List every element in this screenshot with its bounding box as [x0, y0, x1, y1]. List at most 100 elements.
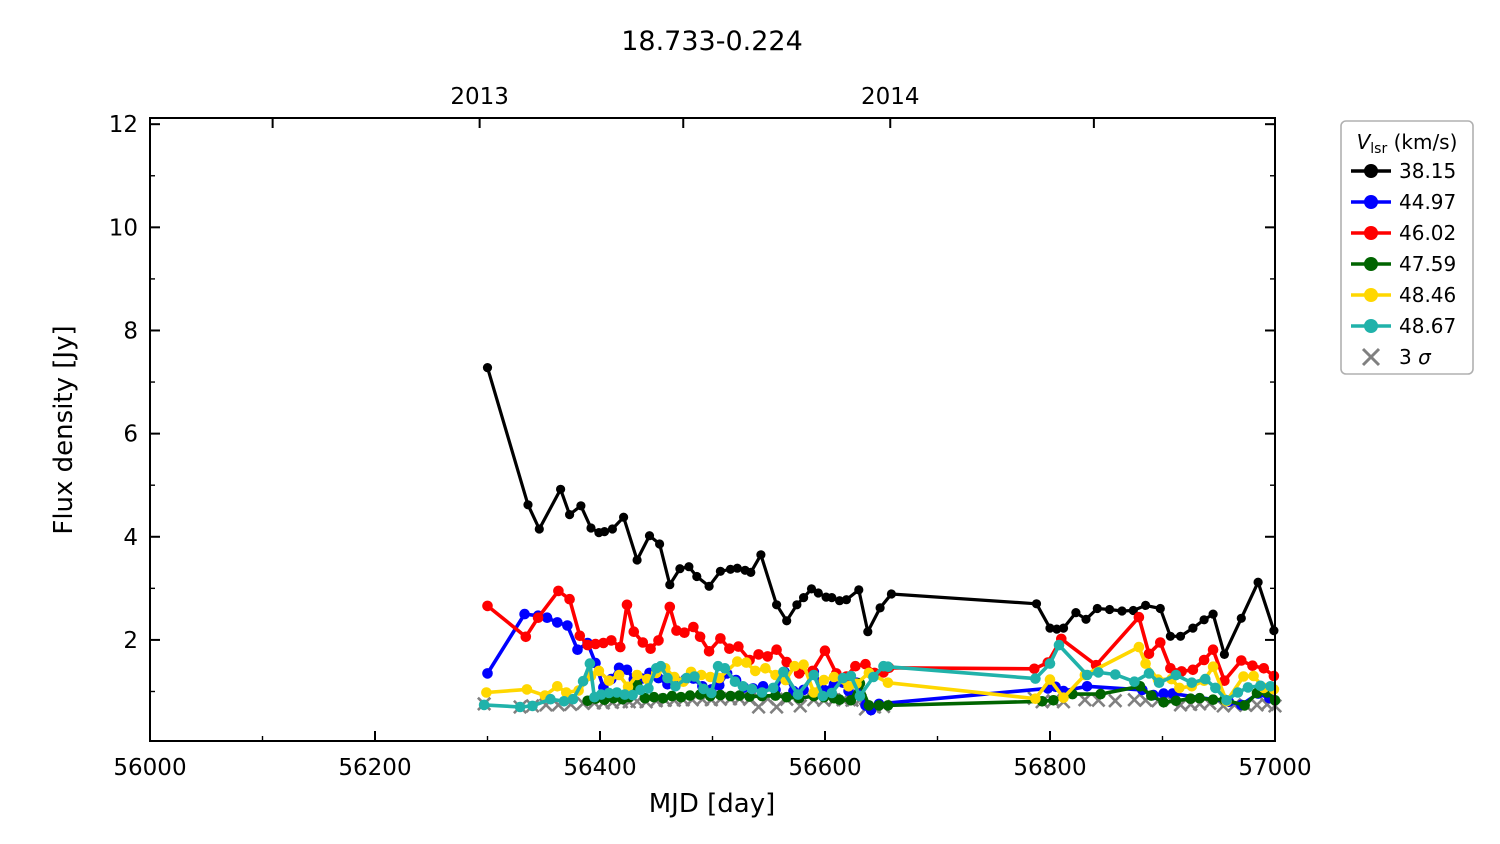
legend-entry-3σ: 3 σ — [1361, 345, 1432, 369]
data-point — [741, 657, 752, 668]
data-point — [574, 630, 586, 642]
data-point — [478, 699, 490, 711]
data-point — [637, 637, 649, 648]
data-point — [689, 671, 700, 682]
data-point — [818, 674, 830, 686]
data-point — [778, 666, 789, 678]
data-point — [595, 689, 607, 700]
data-point — [1210, 682, 1221, 694]
data-point — [734, 690, 745, 701]
x-axis-label: MJD [day] — [649, 789, 776, 819]
series-38.15 — [482, 363, 1279, 660]
data-point — [556, 484, 566, 494]
legend-marker — [1364, 288, 1378, 302]
data-point — [541, 612, 553, 623]
data-point — [577, 675, 589, 687]
data-point — [1093, 667, 1104, 678]
data-point — [845, 695, 857, 706]
data-point — [606, 635, 617, 646]
data-point — [819, 645, 831, 656]
data-point — [1236, 655, 1247, 666]
data-point — [732, 563, 742, 573]
data-point — [1044, 674, 1056, 685]
data-point — [1155, 603, 1165, 614]
data-point — [482, 363, 493, 373]
data-point — [1141, 600, 1151, 611]
data-point — [1045, 623, 1055, 633]
data-point — [1186, 677, 1198, 688]
plot-spines — [149, 117, 1276, 742]
data-point — [1081, 614, 1091, 624]
data-point — [828, 671, 840, 683]
data-point — [603, 687, 615, 699]
legend-marker — [1364, 195, 1378, 209]
data-point — [760, 663, 771, 674]
data-point — [648, 691, 660, 703]
legend-entry-label: 48.67 — [1399, 314, 1456, 338]
series-48.67 — [478, 639, 1276, 713]
data-point — [662, 672, 673, 684]
data-point — [561, 687, 572, 698]
data-point — [1242, 682, 1254, 693]
data-point — [562, 620, 573, 631]
data-point — [1247, 660, 1258, 671]
data-point — [706, 687, 717, 699]
data-point — [643, 683, 654, 694]
data-point — [657, 692, 669, 704]
data-point — [782, 616, 792, 626]
data-point — [798, 659, 809, 670]
x-tick-label: 56800 — [1013, 755, 1086, 781]
sigma-x-marker — [1249, 697, 1265, 713]
data-point — [772, 600, 782, 610]
x-tick-label: 56600 — [788, 755, 861, 781]
data-point — [692, 571, 702, 582]
data-point — [1095, 688, 1106, 700]
data-point — [621, 599, 633, 611]
data-point — [590, 638, 601, 650]
data-point — [1175, 631, 1186, 641]
data-point — [586, 523, 596, 533]
y-tick-label: 12 — [109, 112, 138, 138]
data-point — [1031, 599, 1042, 609]
data-point — [719, 663, 731, 674]
data-point — [534, 524, 544, 534]
legend-entry-44.97: 44.97 — [1351, 190, 1456, 214]
y-tick-label: 4 — [123, 525, 138, 551]
data-point — [732, 656, 743, 667]
data-point — [1029, 663, 1040, 675]
data-point — [1207, 644, 1219, 655]
data-point — [545, 693, 556, 705]
legend-marker — [1364, 164, 1378, 178]
data-point — [1219, 675, 1230, 686]
data-point — [873, 700, 885, 711]
legend-entry-label: 3 σ — [1399, 345, 1432, 369]
legend-marker — [1364, 257, 1378, 271]
data-point — [553, 585, 564, 597]
data-point — [1258, 663, 1270, 674]
x-tick-label: 56400 — [563, 755, 636, 781]
data-point — [1146, 690, 1157, 701]
data-point — [756, 687, 768, 698]
data-point — [621, 664, 633, 676]
data-point — [799, 593, 809, 603]
data-point — [845, 670, 857, 682]
data-point — [808, 687, 820, 698]
data-point — [737, 681, 749, 692]
legend-title: Vlsr (km/s) — [1357, 130, 1458, 157]
legend-entry-label: 48.46 — [1399, 283, 1456, 307]
data-point — [1044, 658, 1056, 669]
data-point — [1269, 626, 1279, 636]
data-point — [552, 617, 563, 628]
data-point — [1248, 670, 1259, 682]
data-point — [1155, 637, 1166, 648]
data-point — [482, 600, 493, 612]
data-point — [665, 580, 675, 590]
year-tick-label: 2014 — [861, 84, 920, 110]
data-point — [619, 689, 631, 700]
data-point — [603, 675, 615, 686]
legend-entry-38.15: 38.15 — [1351, 159, 1456, 183]
data-point — [582, 639, 593, 651]
legend-entry-label: 47.59 — [1399, 252, 1456, 276]
legend-entry-label: 44.97 — [1399, 190, 1456, 214]
